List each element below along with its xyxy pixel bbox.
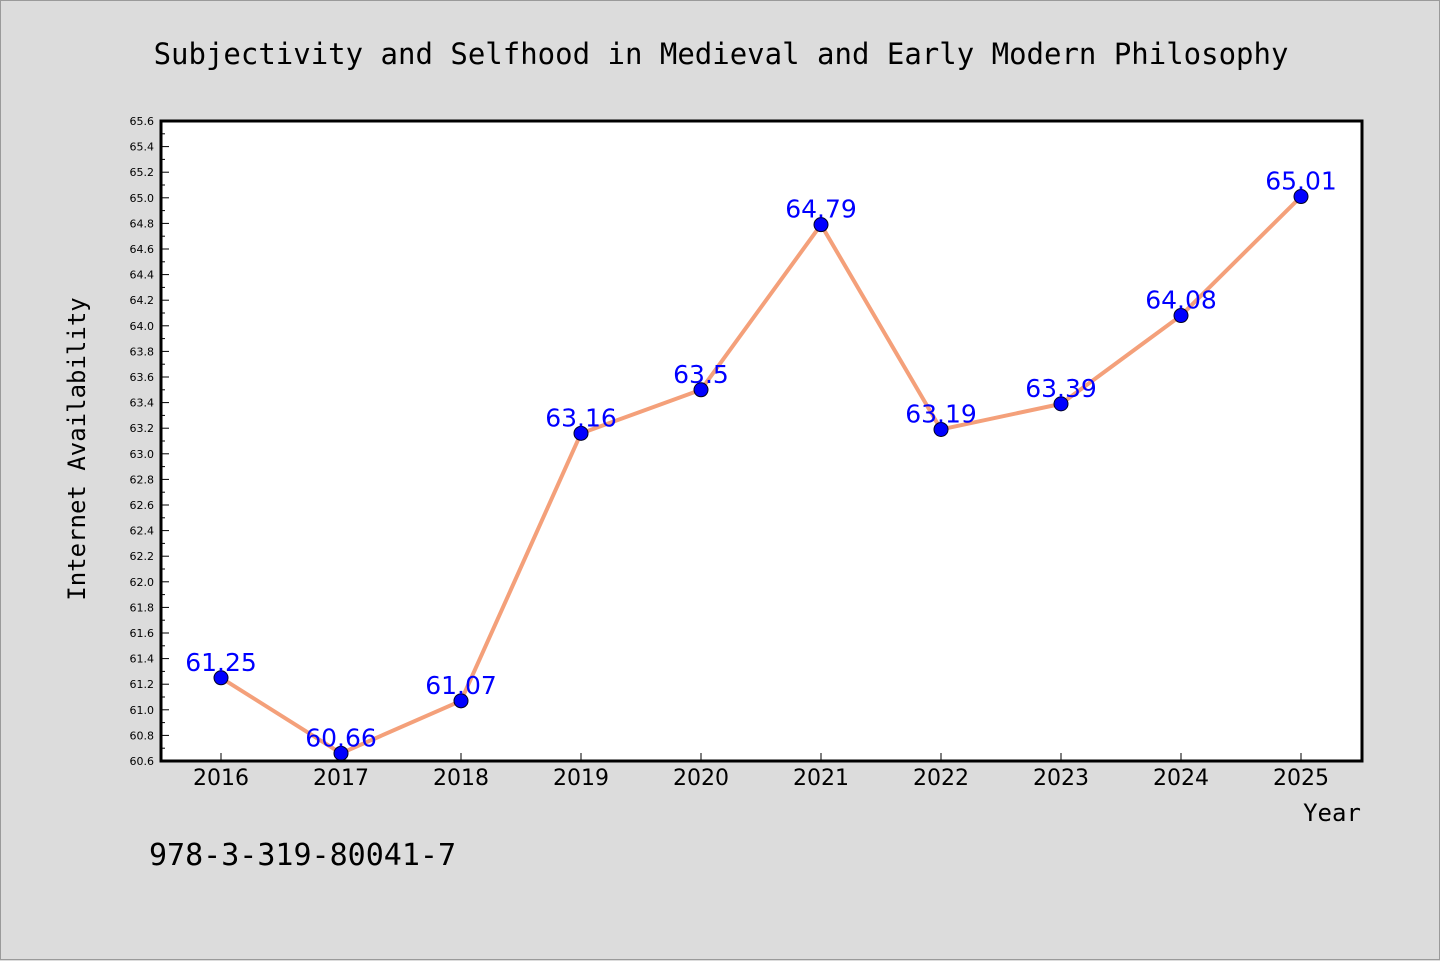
y-tick-label: 62.4 (130, 525, 155, 538)
y-tick-label: 64.6 (130, 243, 155, 256)
data-label: 61.25 (185, 648, 257, 677)
series-line (219, 195, 1303, 756)
y-tick-label: 64.8 (130, 217, 155, 230)
x-tick-label: 2019 (553, 766, 609, 791)
data-point (933, 421, 949, 437)
x-tick-label: 2016 (193, 766, 249, 791)
data-point (813, 217, 829, 233)
plot-frame (159, 119, 1364, 763)
data-label: 63.5 (673, 360, 729, 389)
x-tick-label: 2022 (913, 766, 969, 791)
data-point (693, 382, 709, 398)
x-tick-label: 2023 (1033, 766, 1089, 791)
plot-area (161, 121, 1362, 761)
data-point (1293, 189, 1309, 205)
y-tick-label: 61.4 (130, 653, 155, 666)
y-axis-ticks: 60.6 60.8 61.0 61.2 61.4 61.6 61.8 62.0 62.2 62.4… (130, 115, 169, 768)
data-point (1053, 396, 1069, 412)
y-tick-label: 64.0 (130, 320, 155, 333)
y-tick-label: 63.8 (130, 345, 155, 358)
data-labels: 61.25 60.66 61.07 63.16 63.5 64.79 63.19 63.39 6… (185, 167, 1337, 753)
data-label: 64.08 (1145, 286, 1217, 315)
y-tick-label: 65.6 (130, 115, 155, 128)
y-tick-label: 63.6 (130, 371, 155, 384)
data-point (453, 693, 469, 709)
y-tick-label: 61.6 (130, 627, 155, 640)
x-tick-label: 2024 (1153, 766, 1209, 791)
isbn-text: 978-3-319-80041-7 (149, 838, 456, 873)
y-tick-label: 62.0 (130, 576, 155, 589)
data-label: 63.19 (905, 399, 977, 428)
y-tick-label: 64.4 (130, 269, 155, 282)
y-tick-label: 63.4 (130, 397, 155, 410)
y-tick-label: 62.8 (130, 473, 155, 486)
y-tick-label: 64.2 (130, 294, 155, 307)
x-tick-label: 2017 (313, 766, 369, 791)
data-markers (213, 189, 1309, 761)
y-tick-label: 65.4 (130, 141, 155, 154)
x-tick-label: 2020 (673, 766, 729, 791)
y-tick-label: 65.2 (130, 166, 155, 179)
data-point (573, 425, 589, 441)
x-tick-label: 2018 (433, 766, 489, 791)
data-point (1173, 308, 1189, 324)
y-tick-label: 61.2 (130, 678, 155, 691)
y-tick-label: 60.8 (130, 729, 155, 742)
data-label: 60.66 (305, 723, 377, 752)
data-label: 61.07 (425, 671, 497, 700)
chart-title: Subjectivity and Selfhood in Medieval an… (154, 37, 1289, 71)
y-tick-label: 62.2 (130, 550, 155, 563)
y-axis-label: Internet Availability (63, 297, 91, 600)
x-axis-label: Year (1303, 799, 1361, 827)
x-axis-ticks: 2016 2017 2018 2019 2020 2021 2022 2023 2024 2025 (193, 753, 1329, 791)
y-tick-label: 65.0 (130, 192, 155, 205)
x-tick-label: 2025 (1273, 766, 1329, 791)
data-label: 63.16 (545, 403, 617, 432)
y-tick-label: 61.0 (130, 704, 155, 717)
data-label: 65.01 (1265, 167, 1337, 196)
data-label: 63.39 (1025, 374, 1097, 403)
y-tick-label: 60.6 (130, 755, 155, 768)
y-tick-label: 63.2 (130, 422, 155, 435)
x-tick-label: 2021 (793, 766, 849, 791)
y-tick-label: 62.6 (130, 499, 155, 512)
data-point (213, 670, 229, 686)
y-tick-label: 61.8 (130, 601, 155, 614)
y-tick-label: 63.0 (130, 448, 155, 461)
data-label: 64.79 (785, 195, 857, 224)
